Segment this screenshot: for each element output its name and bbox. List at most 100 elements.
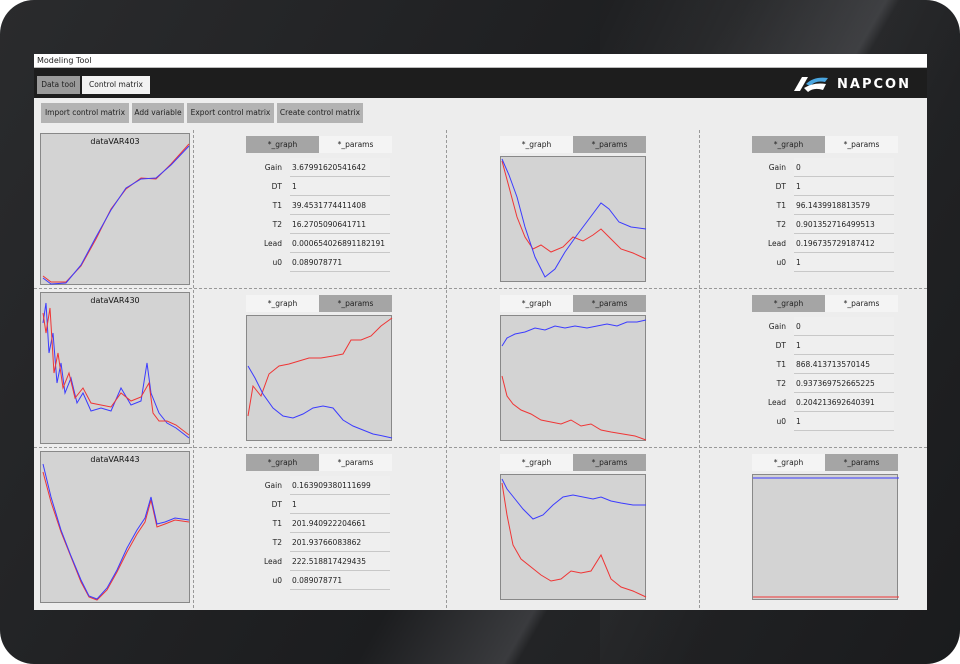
param-label: Lead xyxy=(263,557,282,566)
param-value[interactable]: 0 xyxy=(794,317,894,336)
param-value[interactable]: 0.000654026891182191 xyxy=(290,234,390,253)
variable-title: dataVAR430 xyxy=(90,296,140,305)
param-value[interactable]: 201.93766083862 xyxy=(290,533,390,552)
window-title: Modeling Tool xyxy=(34,54,927,68)
response-plot[interactable] xyxy=(246,315,393,441)
param-value[interactable]: 0.204213692640391 xyxy=(794,393,894,412)
param-label: Gain xyxy=(768,163,786,172)
param-label: T1 xyxy=(776,360,786,369)
param-value[interactable]: 0.089078771 xyxy=(290,253,390,272)
response-plot[interactable] xyxy=(500,315,647,441)
param-label: u0 xyxy=(776,417,786,426)
graph-tab[interactable]: *_graph xyxy=(752,295,825,312)
param-label: Lead xyxy=(767,398,786,407)
param-value[interactable]: 0 xyxy=(794,158,894,177)
param-label: DT xyxy=(775,341,786,350)
param-value[interactable]: 201.940922204661 xyxy=(290,514,390,533)
param-value[interactable]: 0.937369752665225 xyxy=(794,374,894,393)
variable-chart xyxy=(42,302,190,439)
param-value[interactable]: 1 xyxy=(290,495,390,514)
graph-tab[interactable]: *_graph xyxy=(246,454,319,471)
r2c2-tabs: *_graph *_params xyxy=(500,454,646,471)
toolbar: Import control matrix Add variable Expor… xyxy=(34,98,927,128)
response-chart xyxy=(501,158,647,278)
param-value[interactable]: 0.163909380111699 xyxy=(290,476,390,495)
param-label: u0 xyxy=(272,576,282,585)
response-chart xyxy=(247,317,393,439)
grid-divider xyxy=(34,447,927,448)
graph-tab[interactable]: *_graph xyxy=(752,136,825,153)
graph-tab[interactable]: *_graph xyxy=(500,454,573,471)
param-value[interactable]: 1 xyxy=(794,336,894,355)
add-variable-button[interactable]: Add variable xyxy=(132,103,184,123)
grid-divider xyxy=(34,288,927,289)
r1c1-tabs: *_graph *_params xyxy=(246,295,392,312)
param-value[interactable]: 1 xyxy=(794,412,894,431)
brand-logo: NAPCON xyxy=(792,74,911,94)
param-label: T1 xyxy=(272,201,282,210)
export-control-matrix-button[interactable]: Export control matrix xyxy=(187,103,274,123)
param-value[interactable]: 0.089078771 xyxy=(290,571,390,590)
param-label: Lead xyxy=(263,239,282,248)
response-plot[interactable] xyxy=(500,474,647,600)
variable-plot-1[interactable]: dataVAR430 xyxy=(40,292,190,444)
param-value[interactable]: 222.518817429435 xyxy=(290,552,390,571)
params-tab[interactable]: *_params xyxy=(825,454,898,471)
graph-tab[interactable]: *_graph xyxy=(500,295,573,312)
param-value[interactable]: 96.1439918813579 xyxy=(794,196,894,215)
param-value[interactable]: 1 xyxy=(794,177,894,196)
params-tab[interactable]: *_params xyxy=(573,136,646,153)
param-label: T2 xyxy=(272,538,282,547)
param-value[interactable]: 0.196735729187412 xyxy=(794,234,894,253)
top-bar: Data tool Control matrix NAPCON xyxy=(34,68,927,98)
params-tab[interactable]: *_params xyxy=(319,136,392,153)
param-value[interactable]: 16.2705090641711 xyxy=(290,215,390,234)
param-value[interactable]: 0.901352716499513 xyxy=(794,215,894,234)
r2c1-tabs: *_graph *_params xyxy=(246,454,392,471)
graph-tab[interactable]: *_graph xyxy=(752,454,825,471)
param-label: T2 xyxy=(776,379,786,388)
tab-control-matrix[interactable]: Control matrix xyxy=(82,76,150,94)
param-value[interactable]: 868.413713570145 xyxy=(794,355,894,374)
variable-plot-0[interactable]: dataVAR403 xyxy=(40,133,190,285)
param-value[interactable]: 1 xyxy=(290,177,390,196)
r0c2-tabs: *_graph *_params xyxy=(500,136,646,153)
param-label: T2 xyxy=(776,220,786,229)
param-value[interactable]: 1 xyxy=(794,253,894,272)
variable-title: dataVAR443 xyxy=(90,455,140,464)
tab-data-tool[interactable]: Data tool xyxy=(37,76,80,94)
variable-title: dataVAR403 xyxy=(90,137,140,146)
param-label: T1 xyxy=(272,519,282,528)
params-tab[interactable]: *_params xyxy=(573,295,646,312)
param-label: DT xyxy=(271,500,282,509)
graph-tab[interactable]: *_graph xyxy=(500,136,573,153)
param-label: T1 xyxy=(776,201,786,210)
param-value[interactable]: 3.67991620541642 xyxy=(290,158,390,177)
response-plot[interactable] xyxy=(500,156,647,282)
params-tab[interactable]: *_params xyxy=(319,454,392,471)
r0c1-tabs: *_graph *_params xyxy=(246,136,392,153)
params-tab[interactable]: *_params xyxy=(319,295,392,312)
grid-divider xyxy=(699,130,700,608)
params-tab[interactable]: *_params xyxy=(825,136,898,153)
variable-chart xyxy=(42,143,190,285)
graph-tab[interactable]: *_graph xyxy=(246,295,319,312)
brand-name: NAPCON xyxy=(837,76,911,92)
param-value[interactable]: 39.4531774411408 xyxy=(290,196,390,215)
param-label: DT xyxy=(271,182,282,191)
params-tab[interactable]: *_params xyxy=(825,295,898,312)
response-chart xyxy=(501,319,647,441)
grid-divider xyxy=(193,130,194,608)
create-control-matrix-button[interactable]: Create control matrix xyxy=(277,103,363,123)
param-label: T2 xyxy=(272,220,282,229)
variable-plot-2[interactable]: dataVAR443 xyxy=(40,451,190,603)
param-label: Lead xyxy=(767,239,786,248)
import-control-matrix-button[interactable]: Import control matrix xyxy=(41,103,129,123)
graph-tab[interactable]: *_graph xyxy=(246,136,319,153)
response-plot[interactable] xyxy=(752,474,899,600)
param-label: Gain xyxy=(264,163,282,172)
napcon-logo-icon xyxy=(794,77,829,92)
params-tab[interactable]: *_params xyxy=(573,454,646,471)
r1c3-tabs: *_graph *_params xyxy=(752,295,898,312)
param-label: u0 xyxy=(272,258,282,267)
